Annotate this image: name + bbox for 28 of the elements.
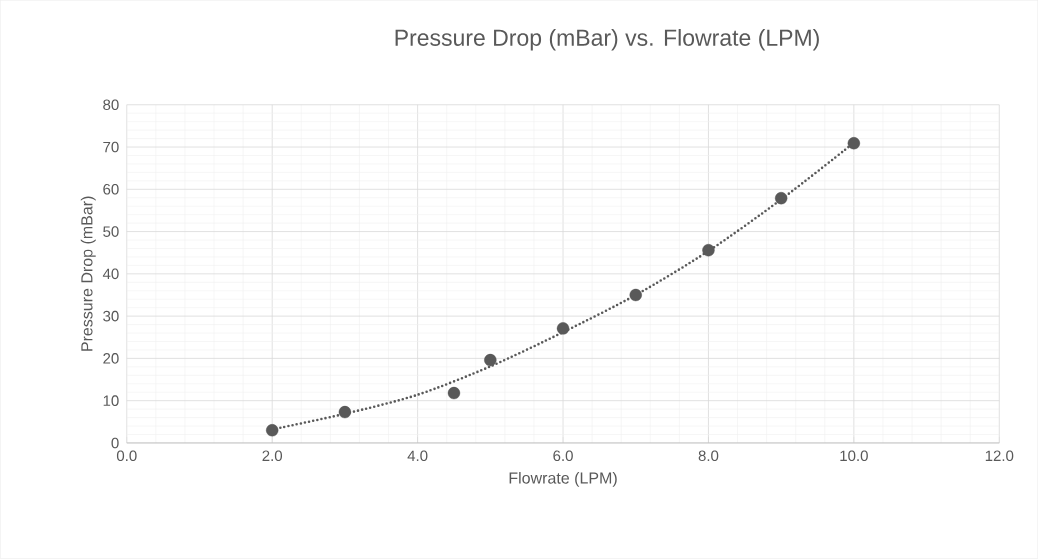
y-tick-label: 80 <box>103 99 119 111</box>
y-tick-label: 0 <box>111 437 119 449</box>
point <box>484 354 497 367</box>
point <box>702 244 715 257</box>
x-tick-label: 4.0 <box>407 450 428 462</box>
chart-title: Pressure Drop (mBar) vs. Flowrate (LPM) <box>395 29 819 51</box>
x-axis-title: Flowrate (LPM) <box>509 472 617 487</box>
point <box>266 424 279 437</box>
point <box>556 322 570 335</box>
x-tick-label: 8.0 <box>698 450 719 462</box>
x-tick-label: 12.0 <box>985 450 1014 462</box>
y-tick-label: 50 <box>103 226 119 238</box>
y-tick-label: 20 <box>103 353 119 364</box>
x-tick-label: 2.0 <box>262 450 283 462</box>
point <box>847 137 861 150</box>
y-tick-label: 10 <box>103 395 119 407</box>
y-tick-label: 60 <box>103 184 119 195</box>
point <box>629 288 642 302</box>
y-tick-label: 70 <box>103 141 119 153</box>
y-tick-label: 40 <box>102 268 119 280</box>
x-tick-label: 0.0 <box>116 450 137 462</box>
point <box>774 192 788 205</box>
y-tick-label: 30 <box>103 310 119 322</box>
y-axis-title: Pressure Drop (mBar) <box>80 196 96 351</box>
point <box>338 406 352 419</box>
x-tick-label: 6.0 <box>553 450 573 462</box>
x-tick-label: 10.0 <box>840 450 868 462</box>
point <box>447 387 461 400</box>
